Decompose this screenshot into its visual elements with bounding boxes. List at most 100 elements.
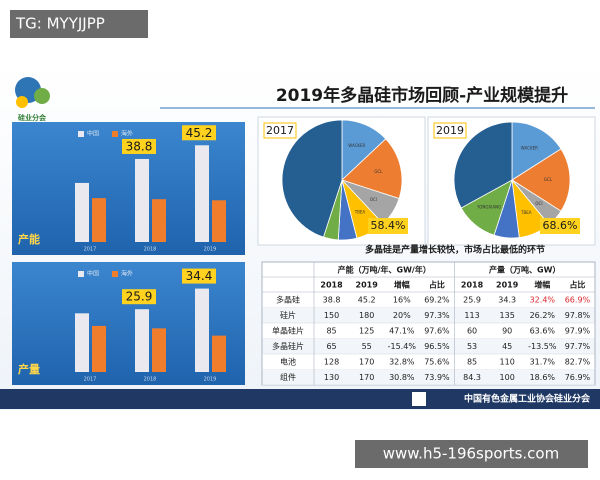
table-cell: 97.6%: [424, 326, 450, 335]
table-cell: 65: [326, 342, 336, 351]
bar: [135, 158, 149, 242]
table-cell: 128: [324, 357, 339, 366]
table-cell: 97.7%: [565, 342, 591, 351]
footer-text: 中国有色金属工业协会硅业分会: [464, 393, 591, 405]
table-cell: 多晶硅片: [272, 341, 304, 351]
slice-label: TBEA: [520, 210, 532, 215]
top-watermark-box: [10, 10, 148, 38]
legend-swatch: [78, 271, 84, 277]
pie-title-box: [433, 122, 467, 139]
bar: [152, 328, 166, 372]
pie-slice: [453, 121, 513, 209]
slice-label: GCL: [374, 169, 383, 174]
pie-title-box: [263, 122, 297, 139]
footer-bar: [0, 389, 600, 409]
table-cell: 97.3%: [424, 311, 450, 320]
table-cell: 34.3: [498, 295, 516, 304]
bar: [75, 313, 89, 372]
table-column-header: 占比: [429, 280, 445, 290]
legend-label: 海外: [121, 130, 133, 138]
slice-label: YONGXIANG: [476, 205, 501, 210]
table-cell: 63.6%: [530, 326, 556, 335]
legend-label: 中国: [87, 130, 99, 138]
table-cell: 45: [502, 342, 512, 351]
legend-label: 中国: [87, 270, 99, 278]
table-cell: 97.8%: [565, 311, 591, 320]
logo: [15, 77, 50, 108]
table-group-header: 产量（万吨、GW）: [489, 265, 560, 275]
table-cell: 110: [500, 357, 515, 366]
bar: [152, 199, 166, 242]
pie-slice: [341, 138, 403, 200]
bar: [212, 200, 226, 242]
annotation-box: [368, 218, 408, 234]
legend-swatch: [112, 131, 118, 137]
value-label: 38.8: [126, 139, 153, 153]
table-cell: 32.8%: [389, 357, 415, 366]
table-cell: 100: [500, 373, 515, 382]
x-tick-label: 2017: [84, 247, 97, 253]
table-cell: 多晶硅: [276, 294, 300, 304]
footer-logo: [412, 392, 426, 406]
table-cell: 38.8: [323, 295, 341, 304]
annotation: 68.6%: [543, 219, 578, 232]
legend-swatch: [112, 271, 118, 277]
table-cell: 32.4%: [530, 295, 556, 304]
slice-label: OCI: [370, 197, 377, 202]
value-label: 25.9: [126, 290, 153, 304]
table-cell: 20%: [393, 311, 411, 320]
table-cell: 73.9%: [424, 373, 450, 382]
table-cell: 85: [326, 326, 336, 335]
table-cell: 47.1%: [389, 326, 415, 335]
slice-label: WACKER: [348, 143, 365, 148]
table-cell: 53: [467, 342, 477, 351]
side-label: 产能: [18, 232, 40, 246]
table-column-header: 2018: [320, 281, 343, 290]
table-cell: 单晶硅片: [272, 325, 304, 335]
pie-slice: [511, 148, 571, 212]
table-cell: 26.2%: [530, 311, 556, 320]
table-column-header: 增幅: [394, 280, 410, 290]
table-cell: 130: [324, 373, 339, 382]
pie-slice: [281, 119, 343, 238]
table-cell: 113: [464, 311, 479, 320]
table-cell: 170: [359, 373, 374, 382]
bar: [212, 335, 226, 372]
table-cell: 30.8%: [389, 373, 415, 382]
table-column-header: 2019: [356, 281, 379, 290]
bar: [135, 309, 149, 372]
slice-label: WACKER: [521, 145, 538, 150]
table-cell: -15.4%: [388, 342, 417, 351]
bar: [92, 198, 106, 242]
logo-mark: [16, 96, 28, 108]
table-cell: 76.9%: [565, 373, 591, 382]
value-label: 34.4: [186, 269, 213, 283]
table-bg: [261, 261, 596, 386]
table-cell: 45.2: [358, 295, 376, 304]
table-cell: 60: [467, 326, 477, 335]
table-cell: 电池: [280, 356, 296, 366]
table-cell: 18.6%: [530, 373, 556, 382]
table-group-header: 产能（万吨/年、GW/年）: [338, 265, 431, 275]
x-tick-label: 2019: [204, 377, 217, 383]
logo-mark: [34, 88, 50, 104]
legend-swatch: [78, 131, 84, 137]
slice-label: GCL: [544, 177, 553, 182]
x-tick-label: 2018: [144, 377, 157, 383]
logo-text: 硅业分会: [18, 113, 47, 122]
table-cell: 97.9%: [565, 326, 591, 335]
table-cell: 31.7%: [530, 357, 556, 366]
table-column-header: 2018: [461, 281, 484, 290]
side-label: 产量: [18, 362, 40, 376]
x-tick-label: 2018: [144, 247, 157, 253]
annotation: 58.4%: [371, 219, 406, 232]
table-cell: 85: [467, 357, 477, 366]
table-cell: 55: [362, 342, 372, 351]
pie-title: 2019: [436, 124, 464, 137]
table-column-header: 增幅: [534, 280, 550, 290]
table-caption: 多晶硅是产量增长较快，市场占比最低的环节: [365, 244, 545, 256]
table-row-band: [262, 307, 595, 323]
bar: [92, 325, 106, 372]
